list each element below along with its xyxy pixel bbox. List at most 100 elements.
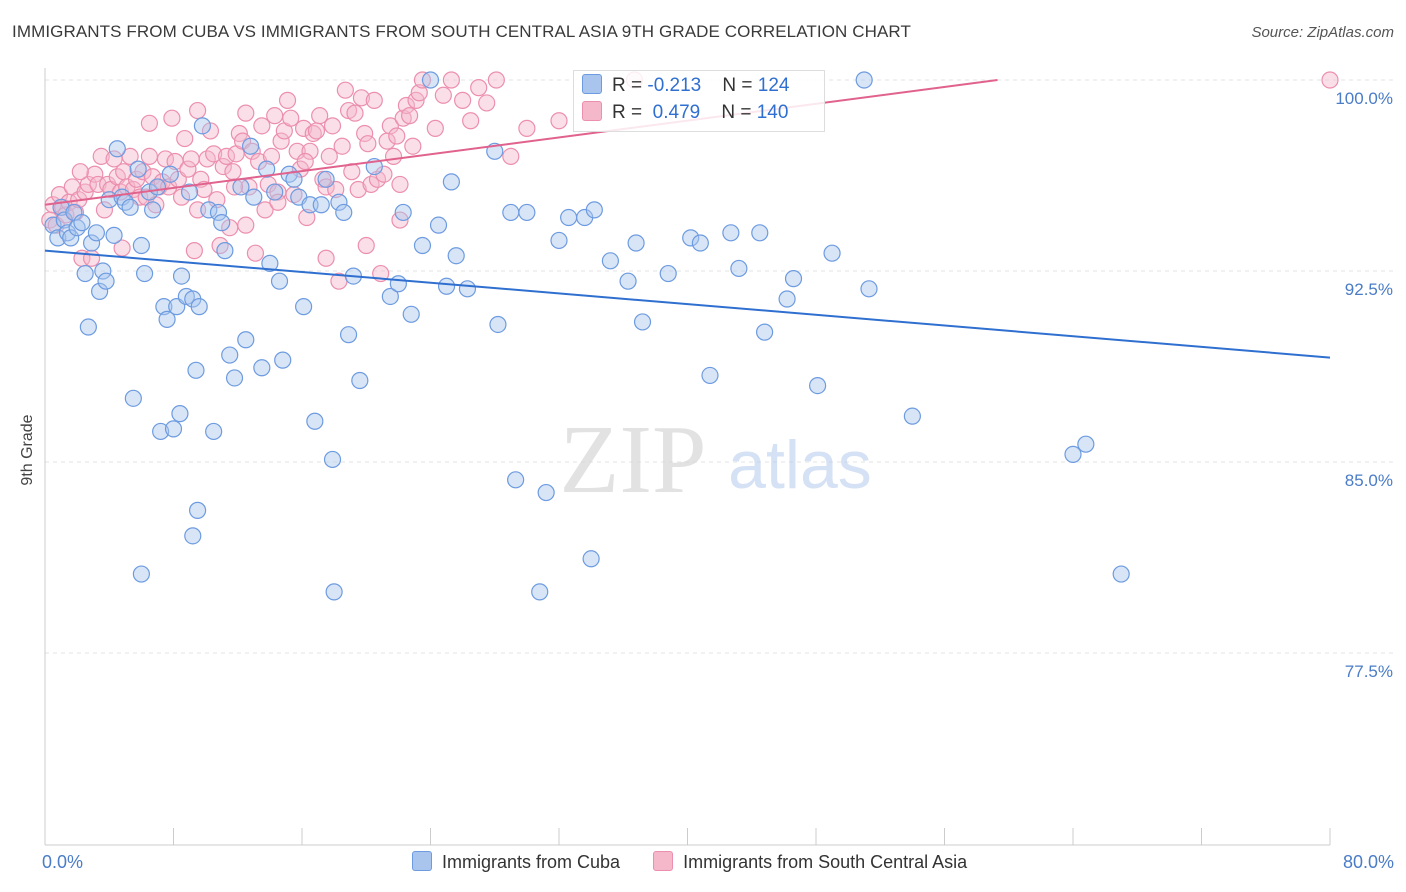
point-cuba (325, 583, 343, 601)
point-cuba (190, 298, 208, 316)
point-cuba (421, 71, 440, 89)
legend-label-cuba: Immigrants from Cuba (442, 852, 621, 872)
point-cuba (722, 224, 740, 242)
point-south-central-asia (336, 81, 354, 99)
point-cuba (79, 318, 97, 336)
point-cuba (413, 236, 432, 255)
point-south-central-asia (266, 107, 284, 125)
r-value-south-central-asia: 0.479 (652, 102, 701, 123)
point-south-central-asia (285, 186, 303, 204)
point-cuba (270, 272, 289, 290)
point-south-central-asia (224, 163, 242, 181)
point-south-central-asia (357, 236, 375, 255)
point-cuba (193, 117, 212, 135)
point-cuba (62, 229, 80, 247)
point-cuba (402, 305, 420, 323)
point-south-central-asia (256, 201, 274, 219)
point-cuba (73, 214, 91, 232)
point-cuba (429, 216, 448, 234)
point-south-central-asia (163, 109, 181, 127)
point-cuba (132, 565, 150, 583)
point-south-central-asia (333, 137, 351, 155)
point-cuba (627, 234, 645, 252)
point-south-central-asia (346, 104, 364, 122)
point-south-central-asia (401, 107, 419, 125)
point-south-central-asia (211, 236, 229, 255)
point-cuba (437, 277, 456, 295)
point-cuba (135, 264, 154, 283)
point-cuba (619, 272, 637, 290)
point-south-central-asia (86, 165, 104, 183)
point-cuba (701, 366, 719, 385)
point-south-central-asia (388, 127, 406, 145)
point-cuba (312, 196, 330, 214)
y-tick-label: 92.5% (1345, 280, 1393, 299)
point-south-central-asia (237, 104, 255, 122)
point-south-central-asia (237, 216, 255, 234)
point-cuba (682, 229, 700, 247)
point-south-central-asia (217, 147, 236, 165)
point-south-central-asia (176, 129, 194, 148)
point-cuba (158, 310, 176, 328)
point-cuba (274, 351, 292, 369)
stats-box: R = -0.213 N = 124 R = 0.479 N = 140 (573, 70, 825, 132)
point-cuba (132, 236, 150, 255)
x-tick-min: 0.0% (42, 852, 84, 872)
point-cuba (306, 412, 324, 430)
point-south-central-asia (253, 117, 271, 135)
point-cuba (87, 224, 106, 242)
point-south-central-asia (79, 175, 97, 194)
point-south-central-asia (442, 71, 460, 89)
point-cuba (225, 369, 244, 387)
point-south-central-asia (359, 135, 377, 153)
axes (44, 68, 1331, 846)
r-value-cuba: -0.213 (647, 75, 702, 96)
point-cuba (237, 331, 255, 349)
chart-title: IMMIGRANTS FROM CUBA VS IMMIGRANTS FROM … (12, 22, 911, 41)
x-tick-max: 80.0% (1342, 852, 1394, 872)
point-south-central-asia (140, 147, 159, 165)
point-south-central-asia (195, 180, 213, 199)
point-cuba (502, 203, 520, 222)
point-south-central-asia (269, 193, 287, 211)
trend-lines (44, 79, 1331, 359)
point-cuba (44, 216, 62, 234)
point-cuba (188, 501, 207, 519)
point-cuba (351, 371, 369, 390)
point-cuba (442, 173, 460, 191)
legend-item-south-central-asia[interactable]: Immigrants from South Central Asia (653, 851, 967, 873)
trend-line-south-central-asia (44, 79, 998, 206)
point-cuba (489, 315, 507, 334)
point-cuba (58, 224, 77, 242)
point-cuba (164, 420, 183, 438)
legend: Immigrants from Cuba Immigrants from Sou… (412, 851, 995, 873)
point-cuba (1077, 435, 1095, 453)
point-cuba (601, 252, 620, 270)
point-cuba (809, 377, 827, 395)
point-south-central-asia (272, 132, 290, 150)
point-cuba (323, 450, 342, 469)
point-cuba (216, 242, 234, 260)
legend-item-cuba[interactable]: Immigrants from Cuba (412, 851, 620, 873)
point-south-central-asia (304, 124, 322, 143)
point-south-central-asia (381, 117, 399, 135)
point-south-central-asia (391, 175, 409, 194)
point-cuba (148, 178, 167, 196)
point-south-central-asia (462, 112, 480, 130)
point-cuba (108, 140, 126, 158)
point-south-central-asia (185, 242, 203, 260)
point-cuba (330, 193, 348, 211)
point-south-central-asia (296, 152, 314, 171)
n-label: N = (722, 75, 758, 96)
trend-line-cuba (44, 249, 1331, 359)
point-south-central-asia (397, 96, 416, 115)
point-south-central-asia (262, 147, 281, 165)
point-south-central-asia (352, 89, 371, 107)
point-south-central-asia (121, 147, 139, 165)
point-south-central-asia (1321, 71, 1339, 89)
point-south-central-asia (317, 249, 335, 267)
point-cuba (82, 234, 101, 252)
point-cuba (184, 527, 202, 545)
point-cuba (585, 201, 603, 219)
